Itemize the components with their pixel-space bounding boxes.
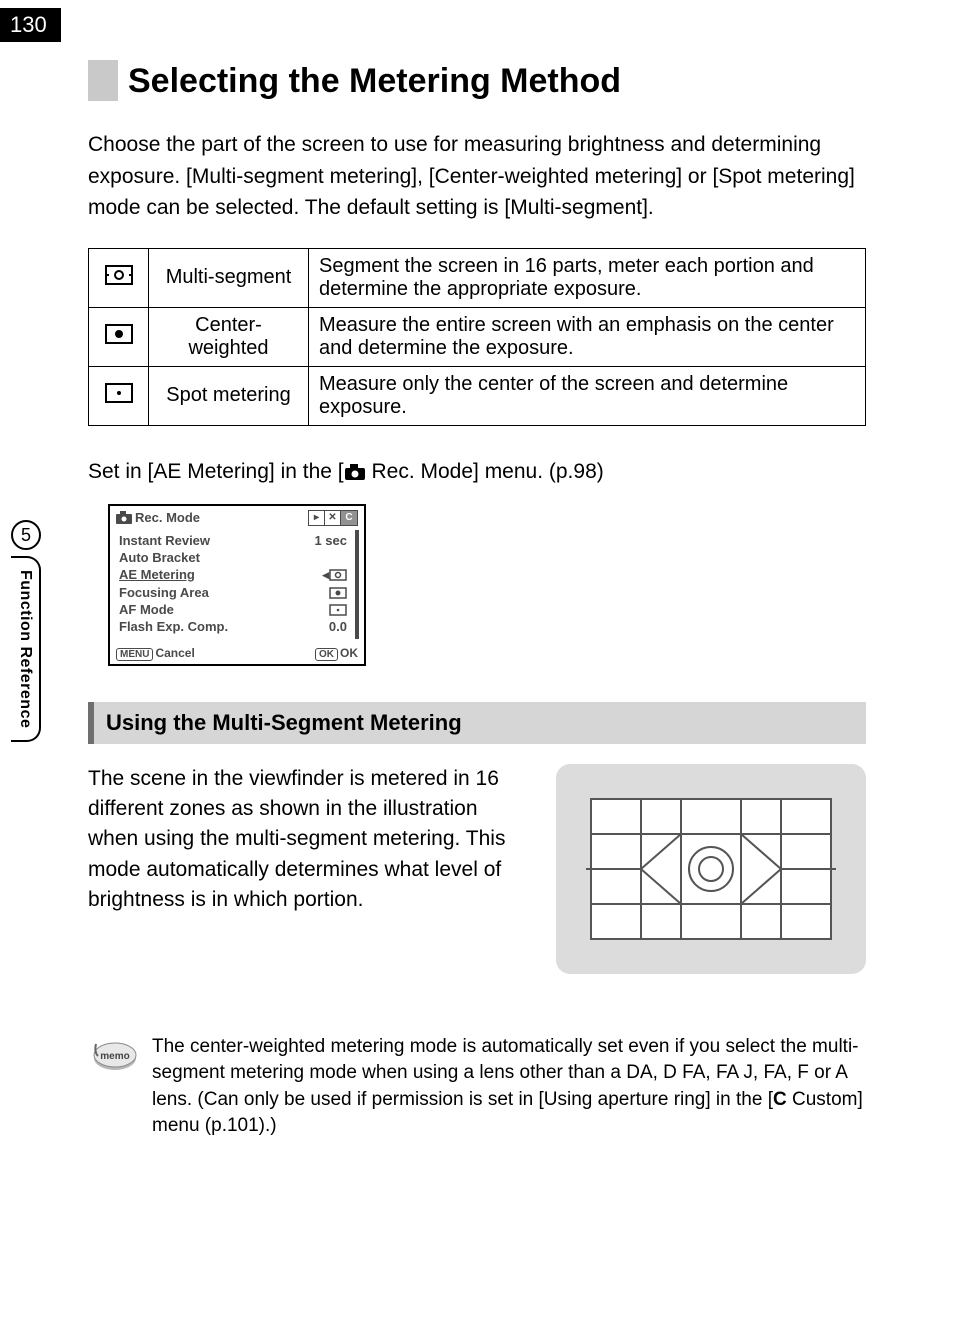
menu-item-value: 0.0 — [329, 619, 347, 634]
section-body-text: The scene in the viewfinder is metered i… — [88, 764, 526, 916]
metering-desc: Segment the screen in 16 parts, meter ea… — [309, 248, 866, 307]
menu-item-label: Instant Review — [119, 533, 210, 548]
memo-prefix: The center-weighted metering mode is aut… — [152, 1036, 859, 1110]
ok-button-icon: OK — [315, 648, 338, 661]
menu-item-label: Focusing Area — [119, 585, 209, 600]
set-in-suffix: Rec. Mode] menu. (p.98) — [366, 460, 604, 483]
metering-desc: Measure the entire screen with an emphas… — [309, 307, 866, 366]
menu-item-label: Flash Exp. Comp. — [119, 619, 228, 634]
menu-item-label: AF Mode — [119, 602, 174, 617]
side-tab: 5 Function Reference — [0, 520, 52, 742]
camera-icon — [344, 463, 366, 481]
intro-paragraph: Choose the part of the screen to use for… — [88, 129, 866, 224]
zones-illustration — [556, 764, 866, 974]
table-row: Spot metering Measure only the center of… — [89, 366, 866, 425]
table-row: Multi-segment Segment the screen in 16 p… — [89, 248, 866, 307]
chapter-label: Function Reference — [11, 556, 41, 742]
menu-item-icon: ◂ — [322, 567, 347, 583]
set-in-prefix: Set in [AE Metering] in the [ — [88, 460, 344, 483]
metering-name: Multi-segment — [149, 248, 309, 307]
page-title-row: Selecting the Metering Method — [88, 60, 866, 101]
metering-desc: Measure only the center of the screen an… — [309, 366, 866, 425]
title-accent-bar — [88, 60, 118, 101]
set-in-line: Set in [AE Metering] in the [ Rec. Mode]… — [88, 460, 866, 484]
memo-bold-c: C — [773, 1089, 787, 1110]
table-row: Center-weighted Measure the entire scree… — [89, 307, 866, 366]
menu-footer: MENUCancel OKOK — [110, 641, 364, 664]
menu-tab: ✕ — [325, 511, 341, 525]
menu-item: Auto Bracket — [119, 549, 347, 566]
menu-item: Flash Exp. Comp. 0.0 — [119, 618, 347, 635]
memo-icon: memo — [88, 1038, 138, 1079]
menu-item-value: 1 sec — [314, 533, 347, 548]
menu-item: Instant Review 1 sec — [119, 532, 347, 549]
menu-ok-label: OK — [340, 646, 358, 660]
menu-item: AF Mode — [119, 601, 347, 618]
chapter-number: 5 — [11, 520, 41, 550]
menu-item-icon — [329, 585, 347, 600]
metering-center-icon — [89, 307, 149, 366]
menu-tabs: ▸ ✕ C — [308, 510, 358, 526]
memo-note: memo The center-weighted metering mode i… — [88, 1034, 866, 1140]
page-title: Selecting the Metering Method — [128, 60, 621, 101]
menu-button-icon: MENU — [116, 648, 153, 661]
menu-tab: ▸ — [309, 511, 325, 525]
menu-header: Rec. Mode ▸ ✕ C — [110, 506, 364, 528]
menu-item-icon — [329, 602, 347, 617]
page-number: 130 — [0, 8, 61, 42]
metering-multi-icon — [89, 248, 149, 307]
camera-icon — [116, 511, 132, 524]
menu-title: Rec. Mode — [135, 510, 200, 525]
metering-spot-icon — [89, 366, 149, 425]
menu-item: Focusing Area — [119, 584, 347, 601]
metering-table: Multi-segment Segment the screen in 16 p… — [88, 248, 866, 426]
metering-name: Center-weighted — [149, 307, 309, 366]
menu-tab: C — [341, 511, 357, 525]
menu-cancel-label: Cancel — [155, 646, 194, 660]
menu-item-selected: AE Metering ◂ — [119, 566, 347, 584]
rec-mode-menu: Rec. Mode ▸ ✕ C Instant Review 1 sec Auto… — [108, 504, 366, 666]
metering-name: Spot metering — [149, 366, 309, 425]
menu-item-label: AE Metering — [119, 567, 195, 582]
section-heading: Using the Multi-Segment Metering — [88, 702, 866, 744]
menu-item-label: Auto Bracket — [119, 550, 200, 565]
memo-text: The center-weighted metering mode is aut… — [152, 1034, 866, 1140]
svg-text:memo: memo — [100, 1051, 129, 1062]
